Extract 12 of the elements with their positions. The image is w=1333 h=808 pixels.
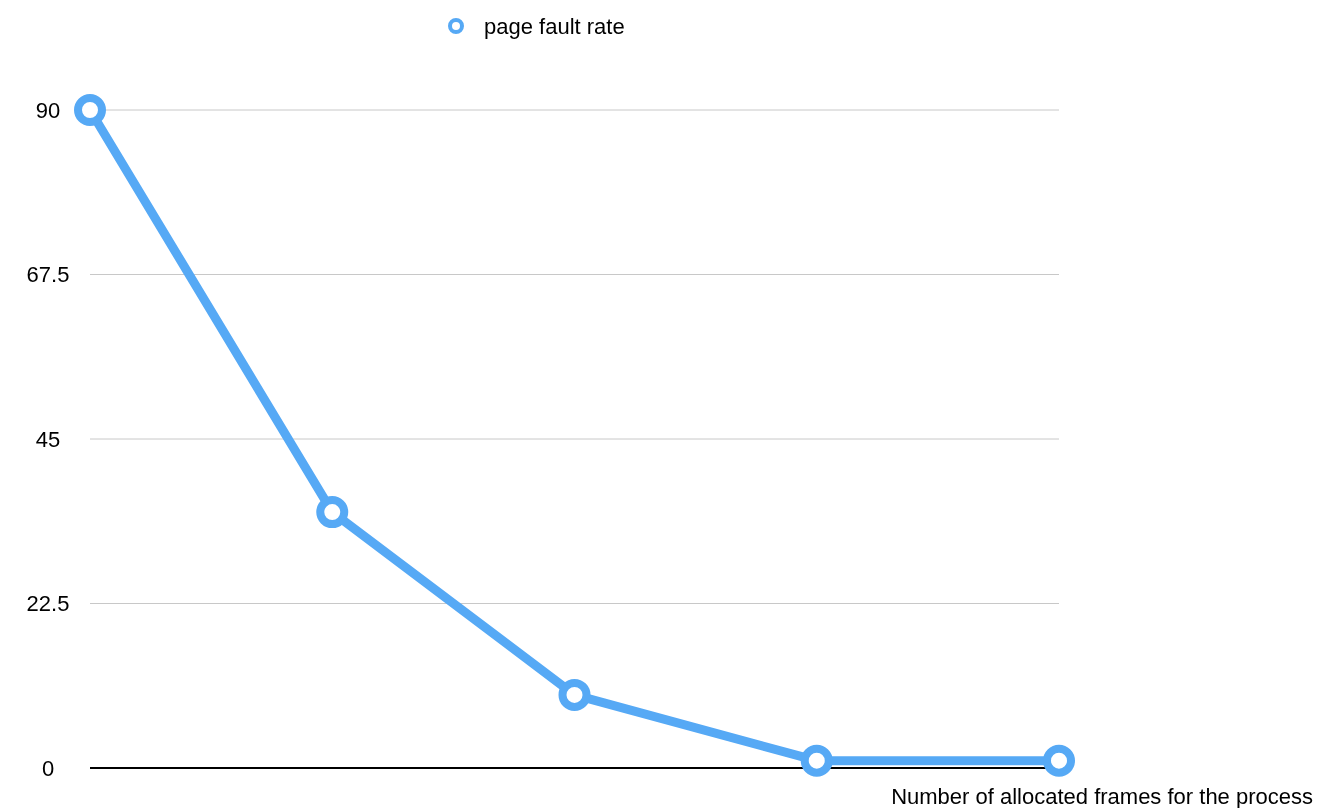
x-axis-title: Number of allocated frames for the process [891, 784, 1313, 808]
y-tick-label: 90 [35, 97, 61, 123]
y-tick-label: 45 [35, 426, 61, 452]
point [1043, 744, 1075, 777]
y-tick-label: 67.5 [26, 262, 70, 288]
point [800, 744, 833, 777]
point [316, 496, 349, 529]
point [558, 678, 591, 711]
y-tick-label: 0 [41, 755, 55, 781]
y-tick-label: 22.5 [26, 591, 70, 617]
legend-label: page fault rate [484, 13, 625, 39]
point [74, 94, 106, 126]
